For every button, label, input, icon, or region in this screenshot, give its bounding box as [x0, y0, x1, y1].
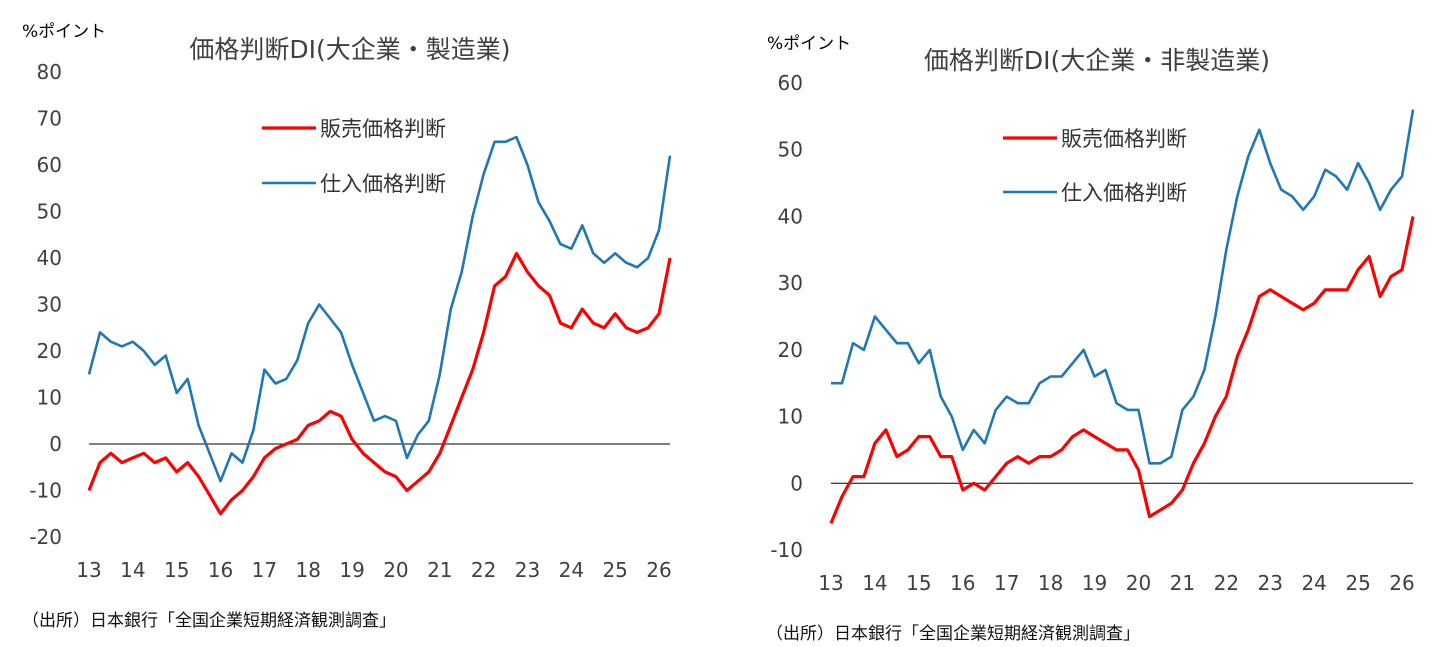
x-tick-label: 16 [208, 558, 233, 582]
y-tick-label: 40 [778, 204, 803, 228]
x-tick-label: 23 [1258, 571, 1283, 595]
x-tick-label: 14 [120, 558, 145, 582]
x-tick-label: 17 [994, 571, 1019, 595]
y-tick-label: 10 [37, 386, 62, 410]
x-tick-label: 25 [602, 558, 627, 582]
y-tick-label: 20 [37, 339, 62, 363]
x-tick-label: 15 [906, 571, 931, 595]
x-tick-label: 21 [1170, 571, 1195, 595]
x-tick-label: 18 [296, 558, 321, 582]
chart-panel-manufacturing: 価格判断DI(大企業・製造業) %ポイント 80 70 60 50 40 30 20 10 0 -10… [22, 22, 672, 631]
x-tick-label: 19 [339, 558, 364, 582]
y-tick-label: 60 [37, 153, 62, 177]
y-tick-label: 50 [778, 138, 803, 162]
chart-title: 価格判断DI(大企業・製造業) [189, 35, 510, 64]
purchase-price-line [87, 135, 672, 483]
source-note: （出所）日本銀行「全国企業短期経済観測調査」 [22, 611, 396, 631]
y-tick-label: 20 [778, 338, 803, 362]
x-tick-label: 13 [818, 571, 843, 595]
legend-label: 販売価格判断 [1061, 127, 1187, 151]
x-tick-label: 13 [76, 558, 101, 582]
legend-label: 販売価格判断 [320, 117, 446, 141]
x-tick-label: 18 [1038, 571, 1063, 595]
x-tick-label: 17 [252, 558, 277, 582]
y-tick-label: 30 [37, 293, 62, 317]
purchase-price-line [831, 109, 1415, 465]
y-tick-label: 50 [37, 200, 62, 224]
y-tick-label: 0 [49, 432, 62, 456]
chart-title: 価格判断DI(大企業・非製造業) [924, 46, 1270, 75]
legend-label: 仕入価格判断 [320, 172, 446, 196]
x-tick-label: 14 [862, 571, 887, 595]
x-tick-label: 24 [1301, 571, 1326, 595]
y-tick-label: 70 [37, 107, 62, 131]
x-tick-label: 24 [559, 558, 584, 582]
chart-panel-non-manufacturing: 価格判断DI(大企業・非製造業) %ポイント 60 50 40 30 20 10 0 -10 13 1… [725, 0, 1450, 647]
non-manufacturing-chart-svg: 価格判断DI(大企業・非製造業) %ポイント 60 50 40 30 20 10 0 -10 13 1… [767, 34, 1415, 595]
x-tick-label: 20 [383, 558, 408, 582]
y-tick-label: 60 [778, 71, 803, 95]
legend-label: 仕入価格判断 [1061, 181, 1187, 205]
x-tick-label: 25 [1345, 571, 1370, 595]
x-tick-label: 20 [1126, 571, 1151, 595]
x-tick-label: 22 [471, 558, 496, 582]
y-tick-label: 30 [778, 271, 803, 295]
y-tick-label: 10 [778, 405, 803, 429]
x-tick-label: 23 [515, 558, 540, 582]
y-tick-label: 80 [37, 60, 62, 84]
y-tick-label: -20 [29, 525, 62, 549]
y-tick-label: 40 [37, 246, 62, 270]
x-tick-label: 21 [427, 558, 452, 582]
x-tick-label: 26 [1389, 571, 1414, 595]
x-tick-label: 15 [164, 558, 189, 582]
y-tick-label: 0 [790, 471, 803, 495]
x-tick-label: 19 [1082, 571, 1107, 595]
y-tick-label: -10 [770, 538, 803, 562]
x-tick-label: 16 [950, 571, 975, 595]
y-axis-unit: %ポイント [767, 34, 851, 54]
y-tick-label: -10 [29, 479, 62, 503]
sales-price-line [829, 216, 1415, 524]
source-note: （出所）日本銀行「全国企業短期経済観測調査」 [766, 624, 1140, 644]
manufacturing-chart-svg: 価格判断DI(大企業・製造業) %ポイント 80 70 60 50 40 30 20 10 0 -10… [22, 22, 672, 582]
x-tick-label: 26 [646, 558, 671, 582]
y-axis-unit: %ポイント [22, 22, 106, 42]
sales-price-line [87, 251, 672, 516]
x-tick-label: 22 [1214, 571, 1239, 595]
